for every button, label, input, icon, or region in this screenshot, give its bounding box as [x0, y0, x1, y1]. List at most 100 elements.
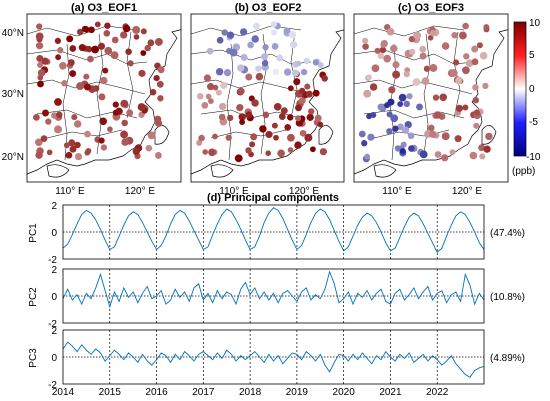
station-dot	[81, 25, 89, 33]
china-map-b	[191, 14, 344, 178]
colorbar-tick-10: 10	[529, 18, 541, 29]
station-dot	[147, 131, 156, 140]
station-dot	[91, 45, 100, 54]
station-dot	[203, 74, 211, 82]
pc3-frame	[62, 329, 485, 385]
station-dot	[35, 151, 43, 159]
station-dot	[100, 144, 108, 151]
station-dot	[133, 34, 140, 40]
station-dot	[126, 109, 134, 117]
pc2-panel: PC2 2 0 -2 (10.8%)	[28, 265, 525, 330]
pc3-variance-label: (4.89%)	[490, 353, 525, 364]
station-dot	[472, 84, 479, 91]
station-dot	[462, 66, 470, 75]
year-tick-label: 2022	[426, 387, 449, 398]
station-dot	[451, 31, 458, 39]
station-dot	[121, 138, 129, 146]
station-dot	[358, 130, 366, 138]
station-dot	[482, 82, 489, 90]
station-dot	[132, 25, 141, 34]
colorbar-tick-5: 5	[529, 50, 535, 61]
map-frame-b	[190, 13, 345, 183]
station-dot	[265, 130, 273, 139]
province-border	[191, 25, 302, 37]
station-dot	[157, 95, 164, 102]
station-dot	[32, 113, 40, 121]
station-dot	[416, 103, 423, 111]
station-dot	[312, 89, 320, 97]
station-dot	[262, 111, 270, 119]
station-dot	[270, 21, 278, 28]
station-dot	[59, 62, 67, 70]
station-dot	[234, 154, 243, 163]
station-dot	[120, 31, 128, 39]
station-dot	[41, 57, 49, 65]
station-dot	[380, 41, 387, 48]
station-dot	[421, 77, 430, 85]
station-dot	[261, 59, 269, 67]
station-dot	[225, 134, 232, 141]
station-dot	[453, 59, 460, 66]
station-dot	[196, 139, 203, 146]
lat-label-40: 40°N	[2, 28, 24, 39]
map-title-c: (c) O3_EOF3	[398, 2, 464, 14]
station-dot	[45, 118, 52, 125]
station-dot	[54, 125, 62, 134]
station-dot	[284, 124, 292, 131]
station-dot	[299, 129, 307, 137]
station-dot	[471, 45, 479, 53]
station-dot	[407, 132, 415, 140]
station-dot	[61, 80, 68, 87]
station-dot	[304, 83, 311, 90]
station-dot	[433, 111, 442, 119]
colorbar-gradient	[513, 21, 527, 157]
hainan-island	[210, 164, 234, 178]
station-dot	[66, 35, 74, 43]
station-dot	[288, 30, 297, 39]
station-dot	[379, 46, 387, 54]
station-dot	[265, 150, 272, 157]
station-dot	[362, 43, 369, 50]
station-dot	[392, 61, 400, 69]
station-dot	[271, 43, 279, 50]
station-dot	[287, 133, 295, 142]
pc1-ytick-2: 2	[51, 201, 57, 212]
station-dot	[69, 70, 77, 78]
station-dot	[149, 88, 157, 96]
hainan-island	[373, 164, 397, 178]
year-tick-label: 2017	[192, 387, 215, 398]
map-title-b: (b) O3_EOF2	[235, 2, 302, 14]
map-panel-c: (c) O3_EOF3 110° E 120° E	[353, 2, 509, 197]
station-dot	[399, 148, 406, 155]
station-dot	[252, 22, 261, 30]
station-dot	[429, 130, 437, 138]
colorbar-unit: (ppb)	[512, 166, 535, 177]
station-dot	[239, 119, 246, 126]
colorbar: 10 5 0 -5 -10 (ppb)	[512, 18, 541, 177]
station-dot	[251, 99, 259, 107]
station-dot	[37, 74, 44, 81]
station-dot	[40, 135, 48, 142]
station-dot	[67, 59, 75, 67]
year-axis: 2014 2015 2016 2017 2018 2019 2020 2021 2022	[52, 387, 449, 398]
station-dot	[212, 133, 218, 140]
pc3-ylabel: PC3	[28, 348, 39, 368]
station-dot	[441, 42, 450, 50]
station-dot	[304, 133, 313, 142]
station-dot	[314, 114, 322, 122]
station-dot	[153, 74, 160, 82]
station-dot	[88, 26, 95, 34]
station-dot	[454, 135, 462, 143]
map-frame-c	[353, 13, 509, 183]
station-dot	[76, 28, 84, 36]
china-map-c	[354, 14, 508, 178]
station-dot	[215, 89, 222, 96]
station-dot	[455, 76, 463, 85]
station-dot	[104, 46, 113, 55]
lon-label-120-b: 120° E	[289, 186, 319, 197]
station-dot	[37, 80, 44, 88]
station-dot	[42, 109, 49, 117]
station-dot	[240, 53, 248, 61]
pc3-ytick-2: 2	[51, 326, 57, 337]
station-dot	[112, 101, 119, 108]
